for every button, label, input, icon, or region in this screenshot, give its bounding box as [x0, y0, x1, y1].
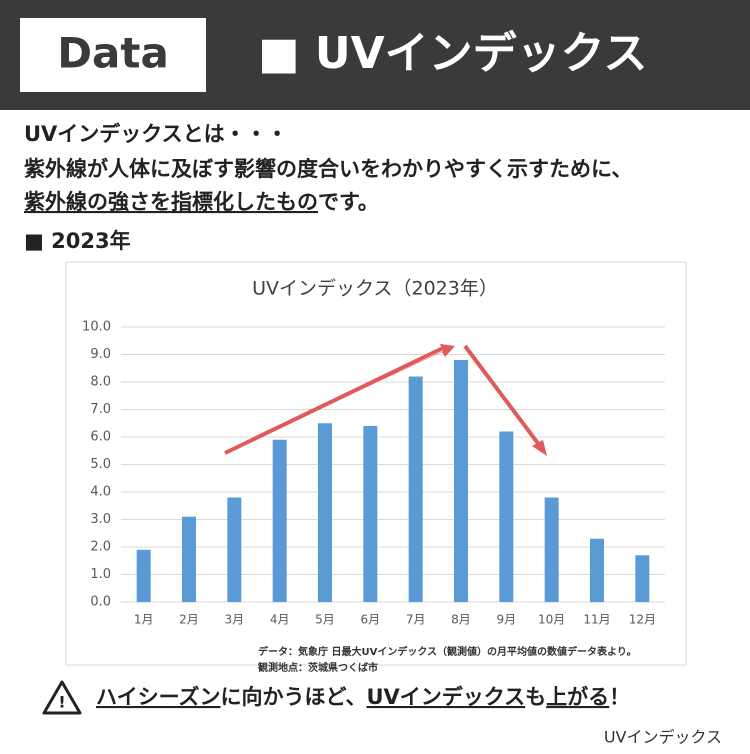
x-tick-label: 8月 — [451, 613, 471, 627]
bar — [590, 538, 604, 602]
intro-line: 紫外線が人体に及ぼす影響の度合いをわかりやすく示すために、 — [24, 157, 632, 181]
plot: 0.0 1.0 2.0 3.0 4.0 5.0 6.0 7.0 8.0 9.0 10.0 1月 2月 3月… — [82, 320, 665, 627]
x-tick-label: 9月 — [497, 613, 517, 627]
y-tick-label: 8.0 — [90, 375, 111, 390]
x-tick-label: 7月 — [406, 613, 426, 627]
footer-part: ハイシーズン — [96, 685, 221, 709]
bar — [318, 423, 332, 602]
x-tick-label: 11月 — [583, 613, 610, 627]
bar — [408, 376, 423, 602]
y-tick-label: 10.0 — [82, 320, 111, 335]
header-tag-box — [20, 18, 206, 92]
y-tick-label: 1.0 — [90, 567, 111, 582]
y-tick-label: 4.0 — [90, 485, 111, 500]
x-tick-label: 10月 — [538, 613, 565, 627]
x-tick-label: 2月 — [179, 613, 199, 627]
bar — [227, 497, 242, 602]
location-note: 観測地点：茨城県つくば市 — [258, 661, 378, 674]
intro-underlined: 紫外線の強さを指標化したもの — [24, 190, 318, 214]
x-tick-label: 6月 — [361, 613, 381, 627]
footer-part: UVインデックス — [366, 685, 525, 709]
x-tick-label: 3月 — [225, 613, 245, 627]
bar — [635, 555, 650, 602]
bar — [363, 426, 378, 602]
warning-icon — [42, 680, 82, 715]
bar — [499, 431, 514, 602]
trend-arrow-down-head — [532, 440, 547, 456]
bar — [454, 360, 468, 602]
intro-rest: です。 — [318, 190, 379, 214]
y-tick-label: 3.0 — [90, 512, 111, 527]
y-tick-label: 9.0 — [90, 347, 111, 362]
footer-part: に向かうほど、 — [221, 685, 367, 709]
header-tag: Data — [57, 29, 169, 78]
source-note: データ：気象庁 日最大UVインデックス（観測値）の月平均値の数値データ表より。 — [258, 645, 637, 658]
footer-message: ハイシーズンに向かうほど、UVインデックスも上がる！ — [96, 685, 630, 709]
footer-part: も — [525, 685, 546, 709]
x-tick-label: 5月 — [315, 613, 335, 627]
y-tick-label: 5.0 — [90, 457, 111, 472]
bar — [136, 549, 151, 602]
y-tick-label: 0.0 — [90, 595, 111, 610]
chart-title: UVインデックス（2023年） — [252, 278, 498, 300]
footer-part: 上がる — [546, 685, 609, 709]
x-tick-label: 4月 — [270, 613, 290, 627]
bar — [544, 497, 559, 602]
bar — [272, 439, 287, 602]
intro-line: UVインデックスとは・・・ — [24, 122, 288, 146]
corner-label: UVインデックス — [604, 728, 722, 747]
header-title: ■ UVインデックス — [258, 28, 647, 79]
y-tick-label: 7.0 — [90, 402, 111, 417]
x-tick-label: 1月 — [134, 613, 154, 627]
bar — [182, 516, 196, 602]
intro-line: 紫外線の強さを指標化したものです。 — [24, 190, 379, 214]
trend-arrow-down-line — [463, 344, 542, 448]
y-tick-label: 2.0 — [90, 540, 111, 555]
y-tick-label: 6.0 — [90, 430, 111, 445]
section-title: ■ 2023年 — [24, 229, 131, 253]
warning-icon-mark: ! — [58, 693, 65, 712]
trend-arrow-up-line — [224, 346, 444, 455]
x-tick-label: 12月 — [629, 613, 656, 627]
footer-part: ！ — [609, 685, 630, 709]
